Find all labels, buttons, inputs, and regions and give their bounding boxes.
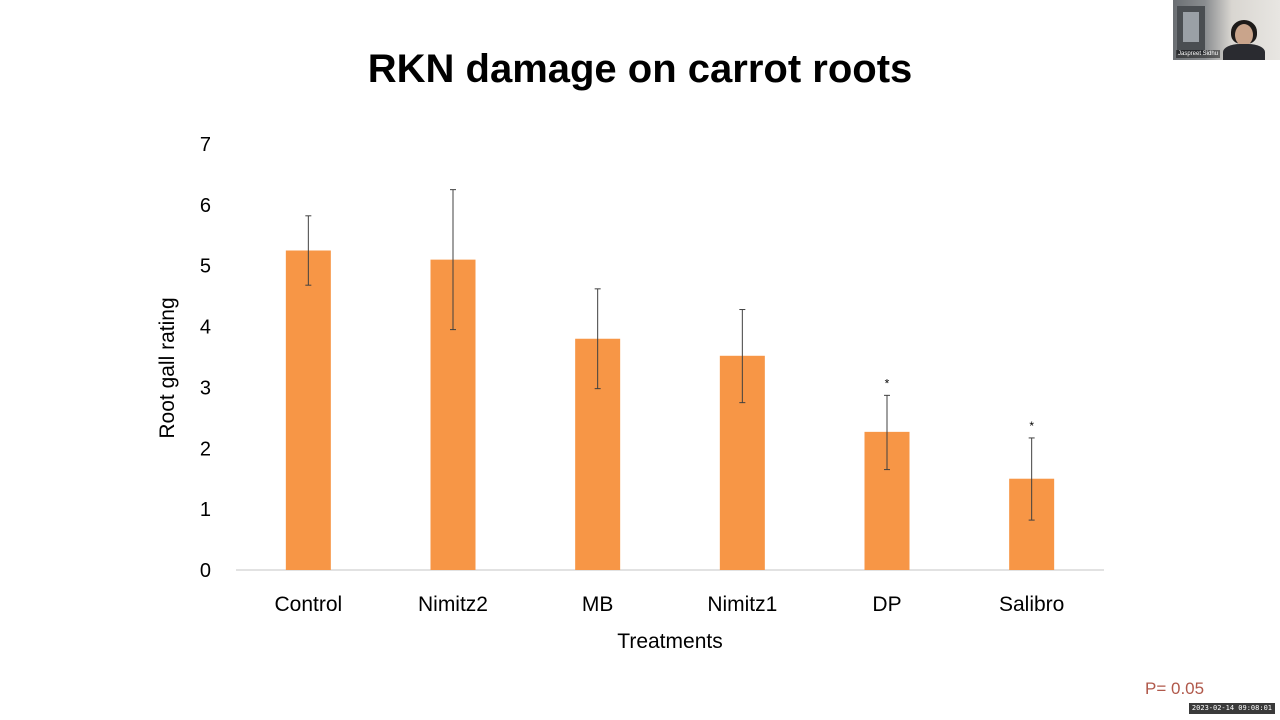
y-tick-label: 3: [200, 377, 211, 399]
y-tick-label: 5: [200, 256, 211, 278]
x-tick-label: Nimitz2: [418, 593, 488, 616]
x-tick-label: DP: [872, 593, 901, 616]
participant-body: [1223, 44, 1265, 60]
participant-video-thumbnail[interactable]: Jaspreet Sidhu: [1173, 0, 1280, 60]
y-tick-label: 2: [200, 438, 211, 460]
y-tick-label: 4: [200, 317, 211, 339]
recording-timestamp: 2023-02-14 09:08:01: [1188, 703, 1275, 714]
bar-control: [285, 250, 331, 570]
participant-name-label: Jaspreet Sidhu: [1176, 50, 1221, 58]
p-value-annotation: P= 0.05: [1145, 679, 1205, 698]
x-tick-label: Control: [274, 593, 342, 616]
bookshelf-detail: [1183, 12, 1199, 42]
y-axis-label: Root gall rating: [156, 297, 179, 438]
x-tick-label: Nimitz1: [707, 593, 777, 616]
chart-title: RKN damage on carrot roots: [368, 47, 913, 91]
x-tick-label: MB: [582, 593, 614, 616]
y-tick-label: 7: [200, 134, 211, 156]
y-tick-label: 6: [200, 195, 211, 217]
x-tick-label: Salibro: [999, 593, 1064, 616]
participant-face: [1235, 24, 1253, 46]
significance-marker: *: [1029, 419, 1034, 433]
significance-marker: *: [885, 376, 890, 390]
x-axis-label: Treatments: [617, 630, 722, 653]
y-tick-label: 0: [200, 560, 211, 582]
y-tick-label: 1: [200, 499, 211, 521]
